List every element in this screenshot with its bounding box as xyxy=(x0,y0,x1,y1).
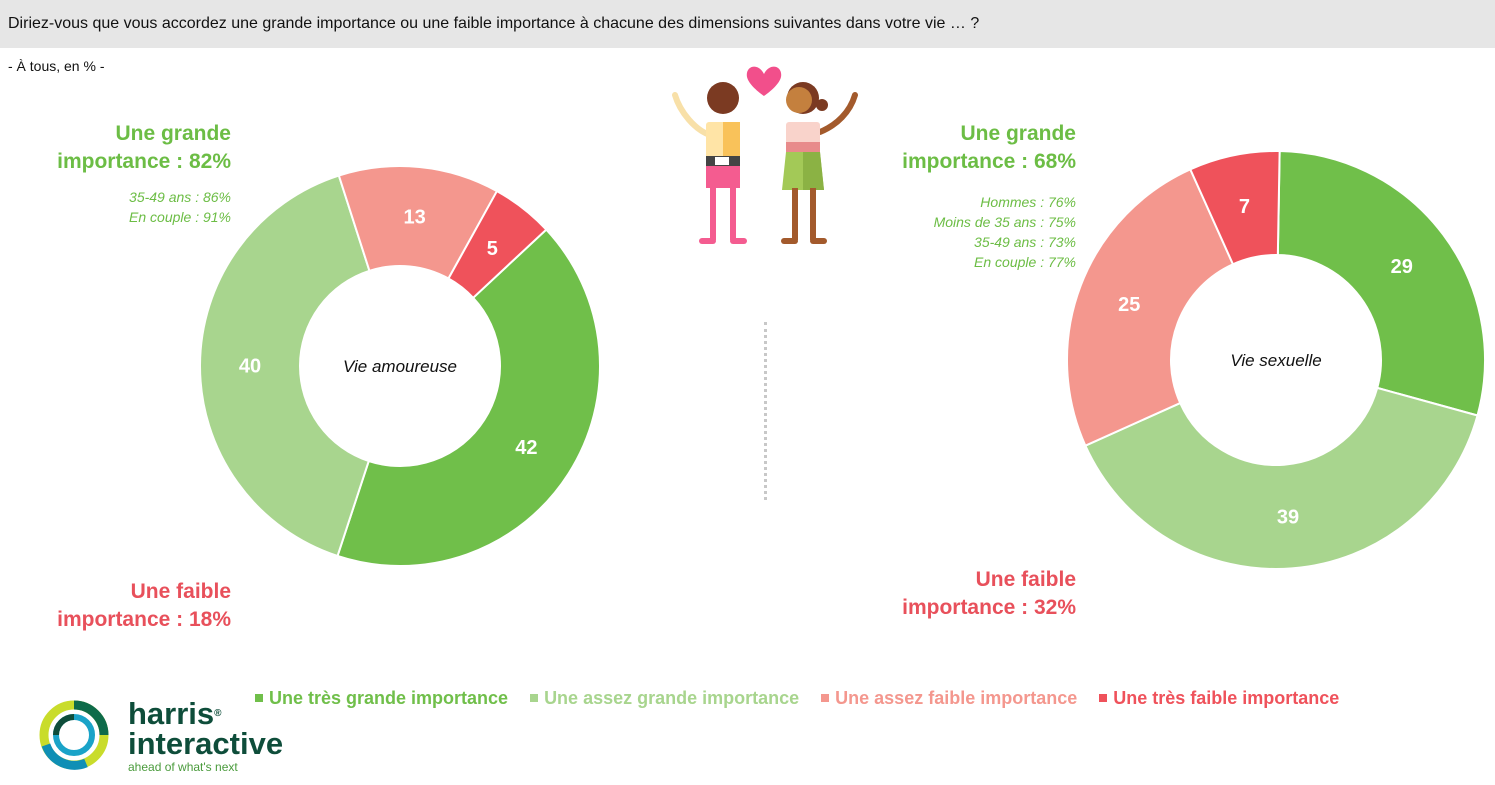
legend-item-tres-grande: Une très grande importance xyxy=(255,686,508,710)
person-left-icon xyxy=(672,82,747,244)
logo-ring-icon xyxy=(39,700,109,770)
person-right-icon xyxy=(781,82,858,244)
right-subgroup-2: Moins de 35 ans : 75% xyxy=(933,214,1076,230)
right-high-summary-line1: Une grande xyxy=(960,122,1076,145)
left-subgroup-2: En couple : 91% xyxy=(129,209,231,225)
donut-segment-0-0 xyxy=(336,228,601,567)
legend-item-tres-faible: Une très faible importance xyxy=(1099,686,1339,710)
legend-label: Une très grande importance xyxy=(269,687,509,708)
donut-value-label: 25 xyxy=(1118,294,1140,316)
donut-segment-1-0 xyxy=(1276,150,1486,417)
legend-swatch xyxy=(255,694,263,702)
chart-legend: Une très grande importance Une assez gra… xyxy=(255,686,1339,710)
heart-icon xyxy=(746,66,782,96)
legend-swatch xyxy=(530,694,539,702)
donut-value-label: 40 xyxy=(239,355,261,377)
base-note: - À tous, en % - xyxy=(8,58,105,74)
left-high-summary: Une grande importance : 82% xyxy=(0,120,231,176)
left-low-summary: Une faible importance : 18% xyxy=(0,578,231,634)
donut-segment-1-3 xyxy=(1189,150,1281,266)
legend-swatch xyxy=(1099,694,1108,702)
right-subgroup-4: En couple : 77% xyxy=(974,254,1076,270)
left-low-summary-line1: Une faible xyxy=(130,580,231,603)
question-header: Diriez-vous que vous accordez une grande… xyxy=(0,0,1495,48)
donut-segment-0-1 xyxy=(199,174,371,558)
donut-value-label: 5 xyxy=(487,238,498,260)
donut-chart-vie-sexuelle: 29 39 25 7 Vie sexuelle xyxy=(1066,150,1486,570)
couple-illustration xyxy=(672,66,858,244)
harris-interactive-logo: harris® interactive ahead of what's next xyxy=(34,693,324,778)
donut-value-label: 7 xyxy=(1239,196,1250,218)
donut-segment-0-3 xyxy=(447,189,548,300)
donut-value-label: 29 xyxy=(1391,256,1413,278)
donut-value-label: 13 xyxy=(404,207,426,229)
right-high-summary: Une grande importance : 68% xyxy=(816,120,1076,176)
legend-item-assez-faible: Une assez faible importance xyxy=(821,686,1077,710)
left-high-summary-line2: importance : 82% xyxy=(57,150,231,173)
donut-segment-1-1 xyxy=(1084,386,1479,570)
right-low-summary: Une faible importance : 32% xyxy=(816,566,1076,622)
legend-item-assez-grande: Une assez grande importance xyxy=(530,686,799,710)
right-low-summary-line1: Une faible xyxy=(975,568,1076,591)
right-high-summary-line2: importance : 68% xyxy=(902,150,1076,173)
donut-value-label: 39 xyxy=(1277,507,1299,529)
left-subgroups: 35-49 ans : 86% En couple : 91% xyxy=(0,187,231,227)
donut-chart-vie-amoureuse: 42 40 13 5 Vie amoureuse xyxy=(199,165,601,567)
right-low-summary-line2: importance : 32% xyxy=(902,596,1076,619)
left-subgroup-1: 35-49 ans : 86% xyxy=(129,189,231,205)
question-text: Diriez-vous que vous accordez une grande… xyxy=(8,15,980,32)
right-subgroups: Hommes : 76% Moins de 35 ans : 75% 35-49… xyxy=(816,192,1076,272)
logo-tagline: ahead of what's next xyxy=(128,760,238,774)
donut-value-label: 42 xyxy=(515,437,537,459)
donut-center-label: Vie sexuelle xyxy=(1230,351,1321,370)
left-high-summary-line1: Une grande xyxy=(115,122,231,145)
donut-center-label: Vie amoureuse xyxy=(343,357,457,376)
logo-trademark: ® xyxy=(214,708,222,719)
panel-divider xyxy=(764,322,767,500)
left-low-summary-line2: importance : 18% xyxy=(57,608,231,631)
donut-segment-1-2 xyxy=(1066,168,1235,447)
legend-label: Une assez faible importance xyxy=(835,687,1078,708)
legend-swatch xyxy=(821,694,830,702)
legend-label: Une assez grande importance xyxy=(544,687,800,708)
legend-label: Une très faible importance xyxy=(1113,687,1340,708)
logo-word-interactive: interactive xyxy=(128,726,284,761)
logo-harris-text: harris xyxy=(128,696,215,731)
right-subgroup-3: 35-49 ans : 73% xyxy=(974,234,1076,250)
right-subgroup-1: Hommes : 76% xyxy=(980,194,1076,210)
logo-word-harris: harris® xyxy=(128,698,222,730)
